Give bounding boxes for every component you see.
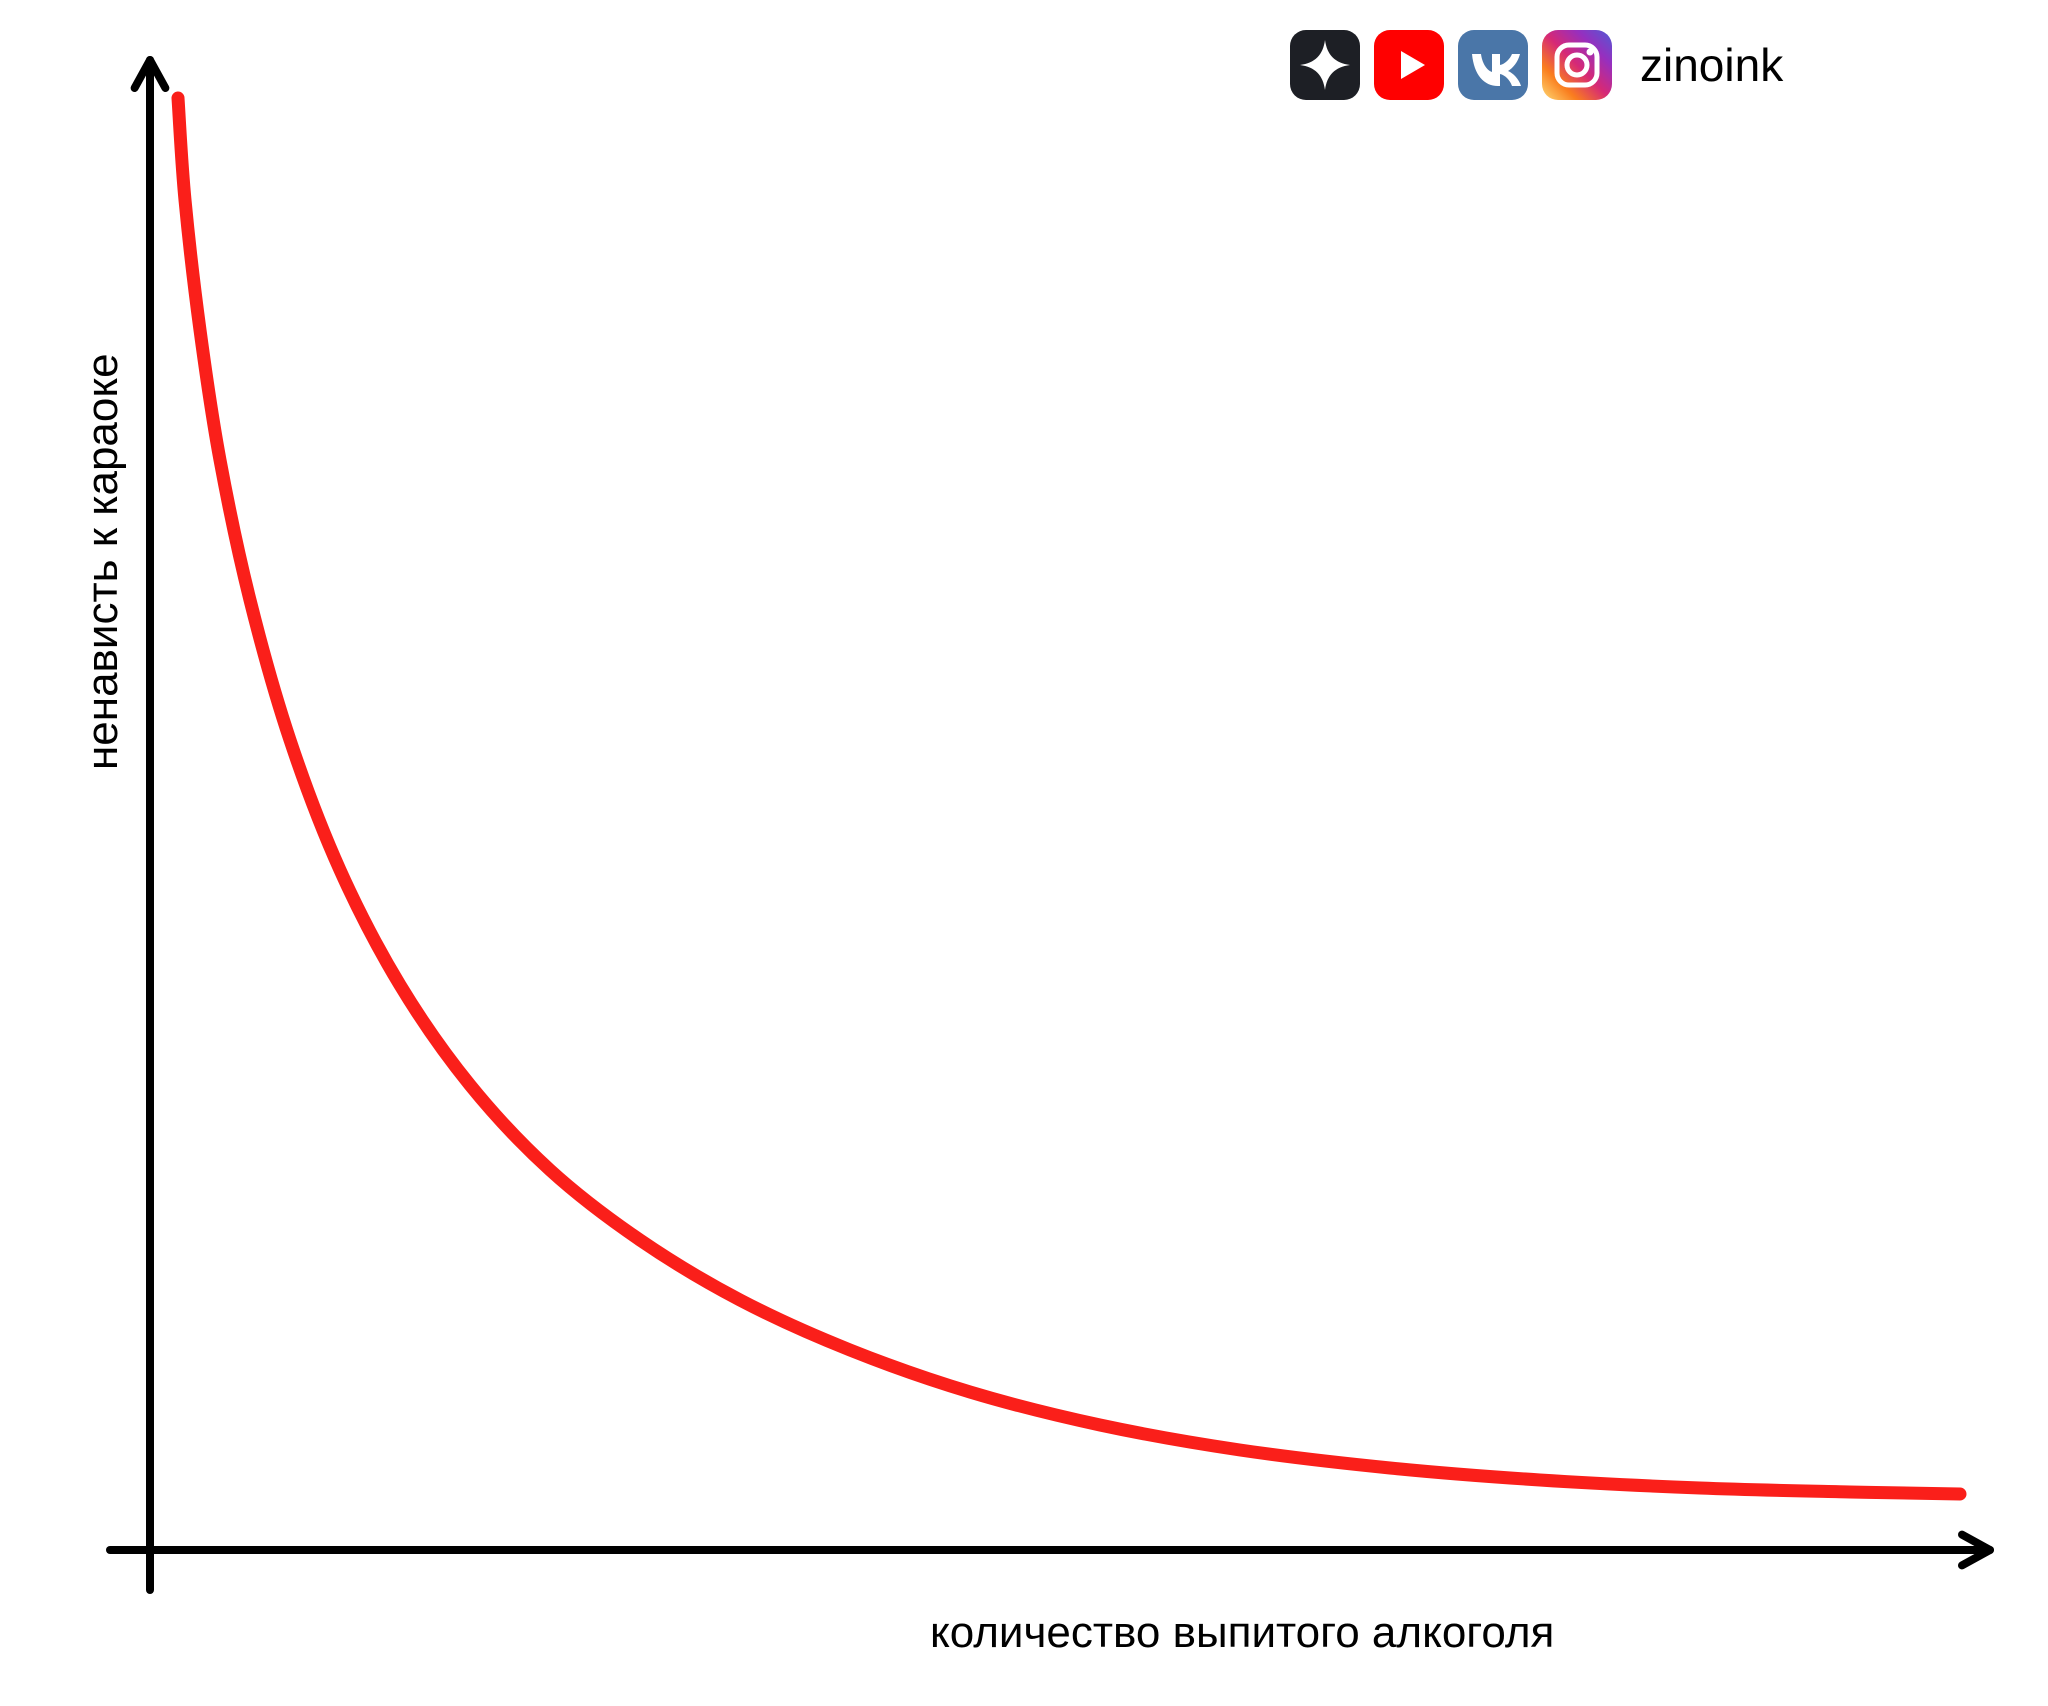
chart-svg — [0, 0, 2048, 1706]
zen-icon[interactable] — [1290, 30, 1360, 100]
instagram-icon[interactable] — [1542, 30, 1612, 100]
x-axis — [110, 1535, 1990, 1566]
chart-stage: ненависть к караоке количество выпитого … — [0, 0, 2048, 1706]
x-axis-label: количество выпитого алкоголя — [930, 1608, 1554, 1658]
credit-text: zinoink — [1640, 38, 1783, 92]
social-row: zinoink — [1290, 30, 1783, 100]
curve — [178, 98, 1960, 1494]
youtube-icon[interactable] — [1374, 30, 1444, 100]
vk-icon[interactable] — [1458, 30, 1528, 100]
y-axis-label: ненависть к караоке — [78, 353, 128, 770]
y-axis — [135, 60, 166, 1590]
